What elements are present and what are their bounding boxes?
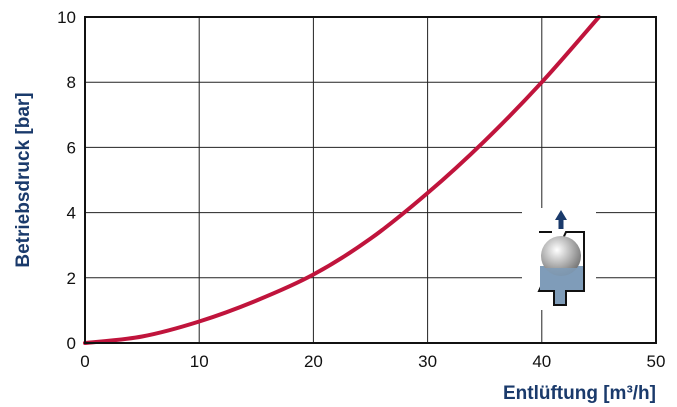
y-tick-label: 8: [67, 73, 76, 92]
x-tick-labels: 0 10 20 30 40 50: [80, 352, 665, 371]
y-tick-label: 6: [67, 138, 76, 157]
x-tick-label: 10: [190, 352, 209, 371]
x-axis-label: Entlüftung [m³/h]: [503, 383, 656, 404]
y-tick-label: 0: [67, 334, 76, 353]
pressure-curve: [83, 15, 601, 345]
x-tick-label: 40: [532, 352, 551, 371]
plot-frame: [84, 16, 657, 344]
x-tick-label: 30: [418, 352, 437, 371]
y-tick-label: 4: [67, 204, 76, 223]
x-tick-label: 0: [80, 352, 89, 371]
y-tick-label: 2: [67, 269, 76, 288]
float-valve-icon: [522, 208, 596, 310]
y-tick-labels: 0 2 4 6 8 10: [57, 8, 76, 353]
y-axis-label: Betriebsdruck [bar]: [13, 92, 34, 267]
x-tick-label: 50: [647, 352, 666, 371]
x-tick-label: 20: [304, 352, 323, 371]
y-tick-label: 10: [57, 8, 76, 27]
